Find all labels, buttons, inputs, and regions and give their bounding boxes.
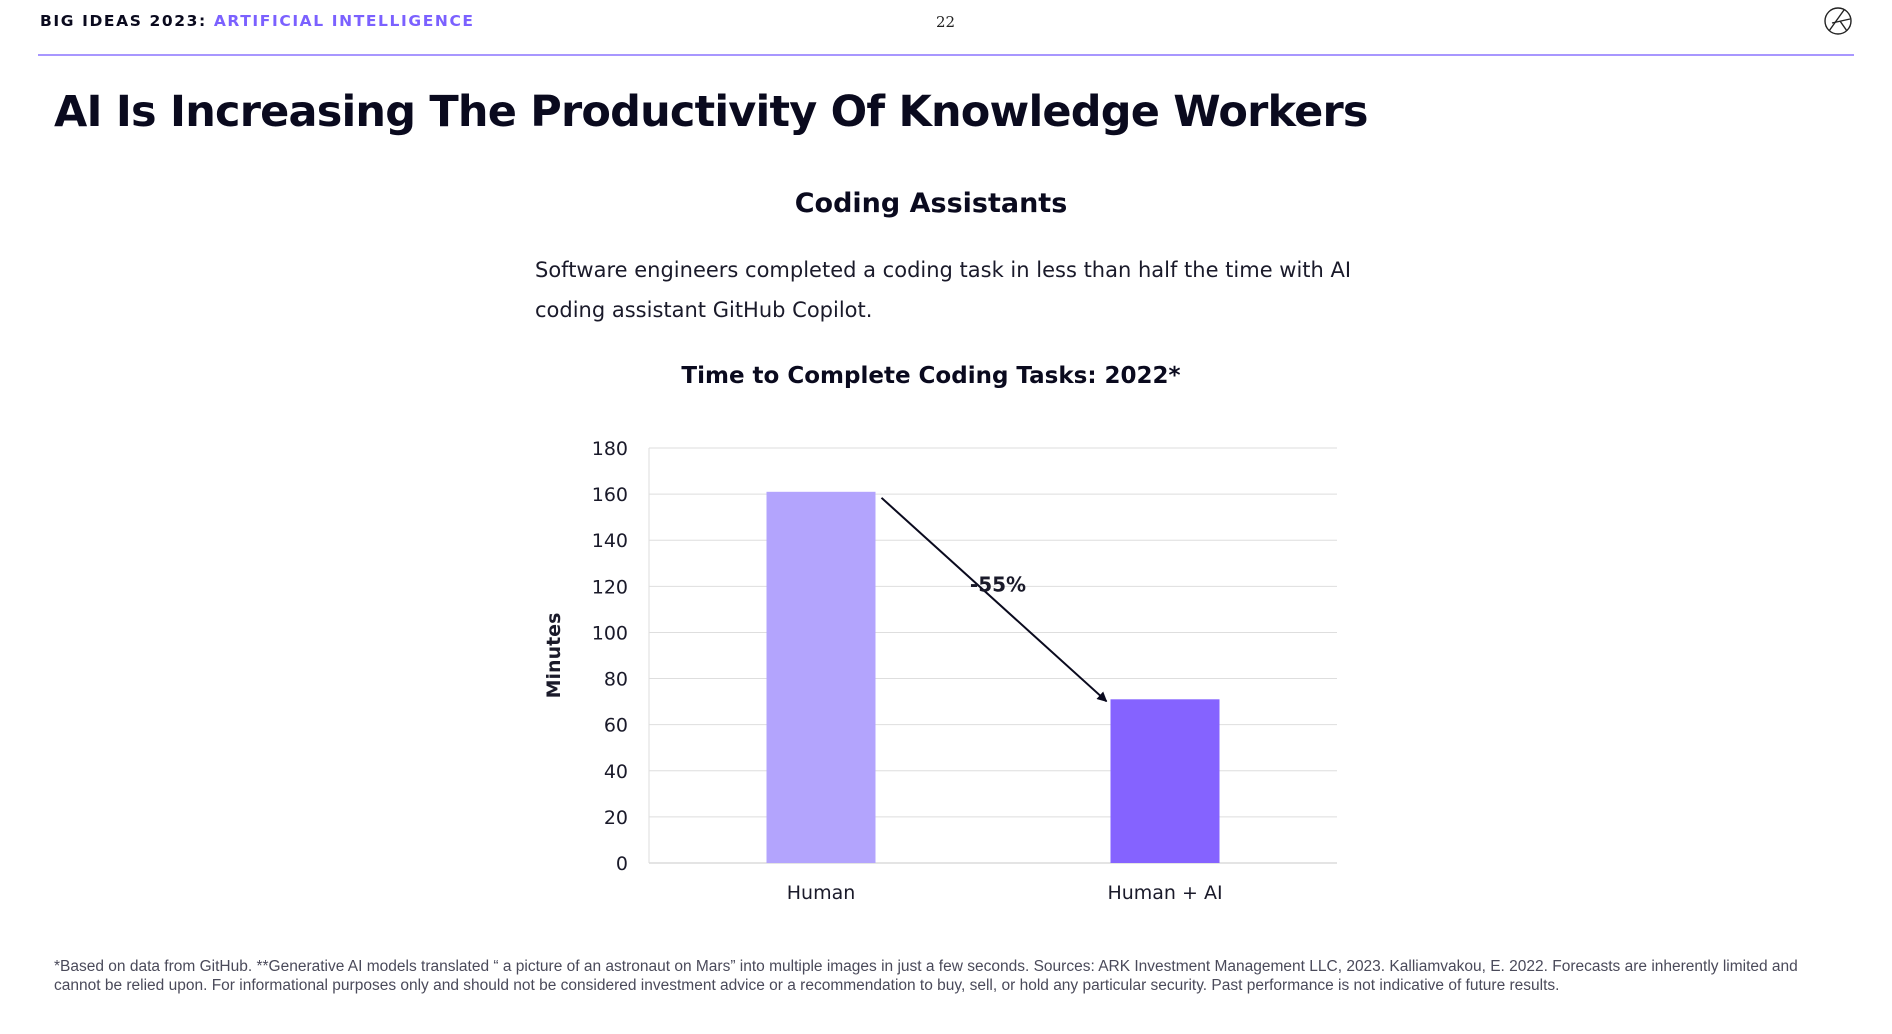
bars <box>766 491 1220 863</box>
y-tick-label: 140 <box>592 530 628 552</box>
section-description: Software engineers completed a coding ta… <box>535 258 1352 322</box>
chart-title: Time to Complete Coding Tasks: 2022* <box>681 363 1181 389</box>
ark-logo-icon <box>1824 7 1852 35</box>
y-tick-label: 20 <box>604 807 628 829</box>
y-axis: 0 20 40 60 80 100 120 140 160 180 Minutes <box>543 438 650 875</box>
header-series-text: BIG IDEAS 2023: <box>40 12 214 30</box>
page-number: 22 <box>936 13 956 31</box>
header-divider <box>38 54 1854 56</box>
gridlines <box>649 447 1337 864</box>
x-tick-label: Human <box>787 882 856 904</box>
page-title: AI Is Increasing The Productivity Of Kno… <box>54 87 1369 137</box>
change-label: -55% <box>970 573 1026 597</box>
bar-human <box>766 491 876 863</box>
section-heading: Coding Assistants <box>794 188 1068 219</box>
footnote: *Based on data from GitHub. **Generative… <box>54 958 1798 994</box>
y-tick-label: 80 <box>604 669 628 691</box>
header-series-label: BIG IDEAS 2023: ARTIFICIAL INTELLIGENCE <box>40 12 475 30</box>
x-axis: Human Human + AI <box>787 882 1223 904</box>
y-axis-title: Minutes <box>543 613 565 699</box>
header-topic-text: ARTIFICIAL INTELLIGENCE <box>213 12 475 30</box>
x-tick-label: Human + AI <box>1107 882 1222 904</box>
change-arrow <box>880 497 1108 703</box>
y-tick-label: 60 <box>604 715 628 737</box>
y-tick-label: 180 <box>592 438 628 460</box>
y-tick-label: 40 <box>604 761 628 783</box>
y-tick-label: 160 <box>592 484 628 506</box>
annotation: -55% <box>880 497 1108 703</box>
y-tick-label: 0 <box>616 853 628 875</box>
y-tick-label: 120 <box>592 576 628 598</box>
y-tick-label: 100 <box>592 622 628 644</box>
bar-human-ai <box>1110 699 1220 863</box>
